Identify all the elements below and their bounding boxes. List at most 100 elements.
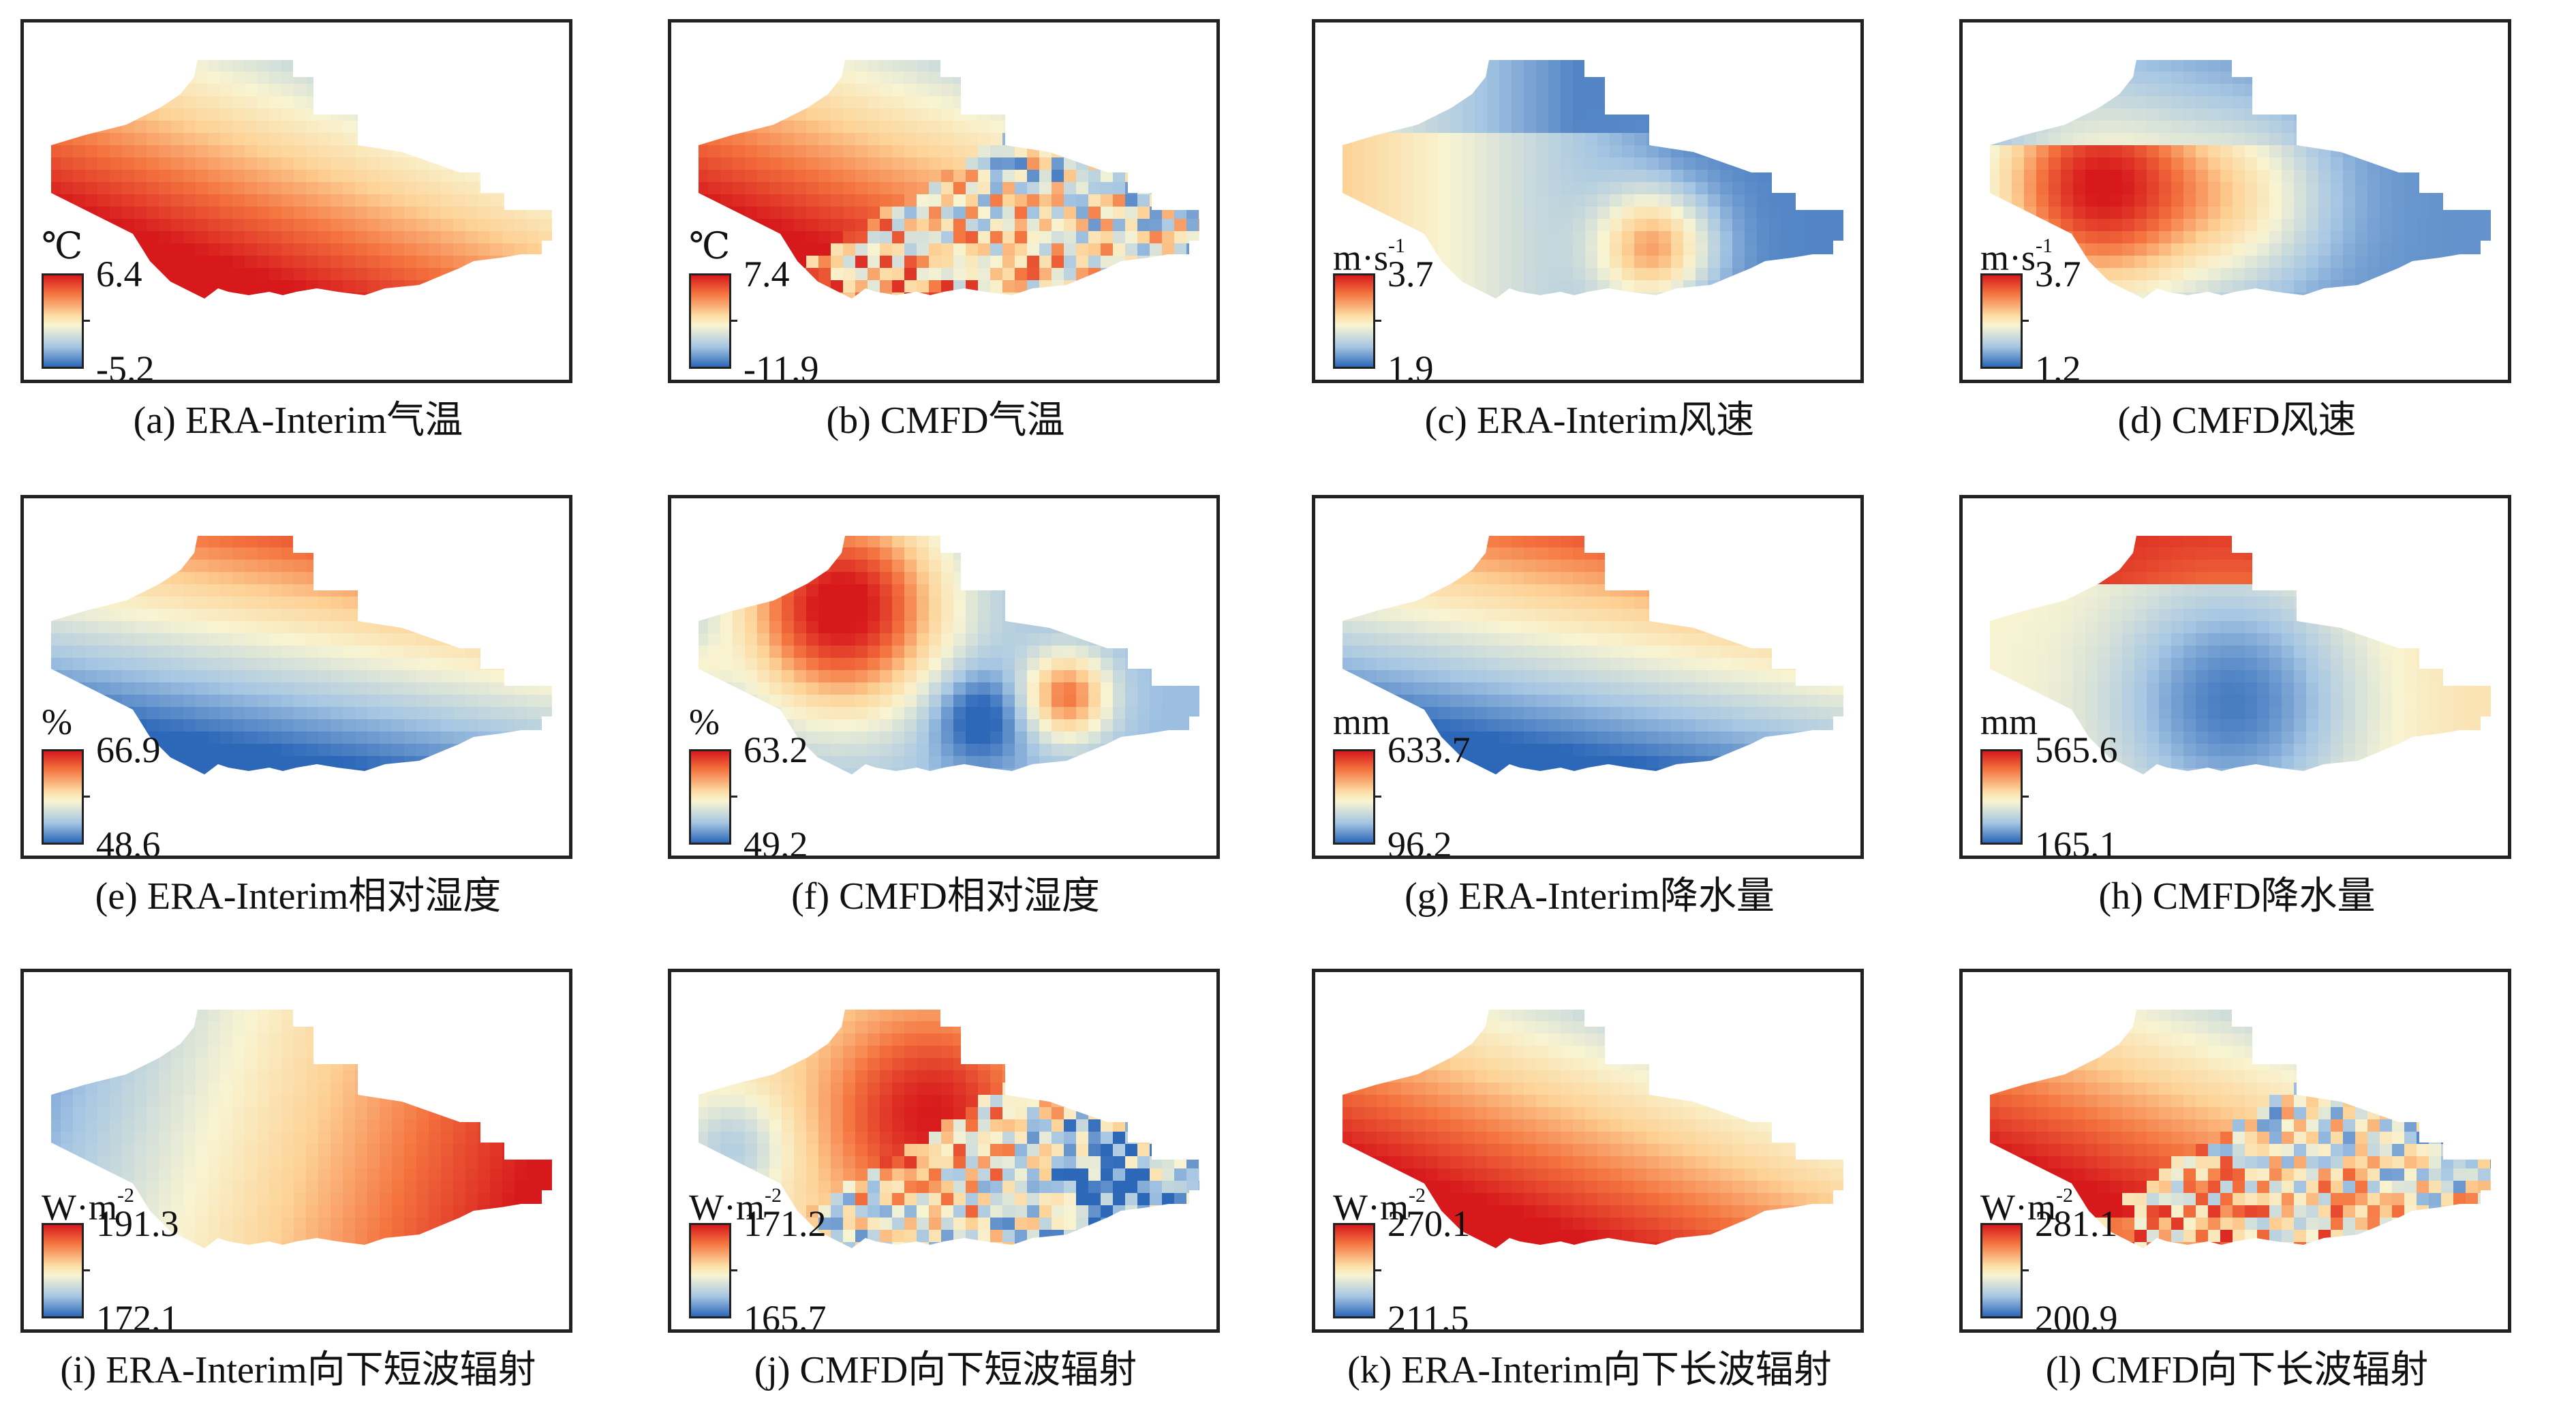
- panel-caption: (j) CMFD向下短波辐射: [754, 1349, 1137, 1391]
- legend-unit-text: m·s: [1980, 237, 2036, 278]
- legend-unit-text: mm: [1980, 701, 2038, 742]
- legend-unit-exponent: -2: [764, 1184, 782, 1207]
- legend-min-value: 48.6: [96, 824, 161, 859]
- legend-unit-text: m·s: [1333, 237, 1388, 278]
- legend-unit-exponent: -1: [1388, 235, 1405, 257]
- legend-max-value: 3.7: [1387, 254, 1434, 294]
- legend-unit: ℃: [689, 226, 730, 267]
- legend-max-value: 171.2: [743, 1203, 827, 1244]
- legend-min-value: 172.1: [96, 1298, 179, 1333]
- map-panel-d: m·s-1 3.7 1.2 (d) CMFD风速: [1939, 0, 2535, 464]
- legend-mid-tick: [2021, 320, 2029, 322]
- legend-max-value: 565.6: [2035, 729, 2118, 770]
- legend-colorbar: [1333, 273, 1375, 369]
- legend-mid-tick: [1373, 320, 1381, 322]
- color-legend: % 63.2 49.2: [689, 701, 893, 856]
- legend-unit-exponent: -1: [2036, 235, 2053, 257]
- panel-caption: (c) ERA-Interim风速: [1424, 399, 1755, 442]
- color-legend: W·m-2 191.3 172.1: [42, 1175, 246, 1333]
- color-legend: ℃ 6.4 -5.2: [42, 226, 246, 383]
- legend-unit-text: %: [42, 701, 72, 742]
- legend-unit: mm: [1333, 701, 1390, 742]
- panel-caption: (d) CMFD风速: [2117, 399, 2357, 442]
- map-panel-f: % 63.2 49.2 (f) CMFD相对湿度: [647, 476, 1244, 939]
- map-panel-h: mm 565.6 165.1 (h) CMFD降水量: [1939, 476, 2535, 939]
- color-legend: m·s-1 3.7 1.2: [1980, 226, 2185, 383]
- map-raster: [51, 1010, 552, 1248]
- legend-unit-text: %: [689, 701, 720, 742]
- map-raster: [699, 536, 1199, 774]
- map-frame: W·m-2 270.1 211.5: [1312, 969, 1864, 1333]
- legend-unit: W·m-2: [689, 1175, 782, 1228]
- legend-min-value: -5.2: [96, 348, 155, 383]
- legend-min-value: 165.7: [743, 1298, 827, 1333]
- map-raster: [699, 60, 1199, 299]
- map-frame: ℃ 6.4 -5.2: [20, 19, 572, 383]
- panel-caption: (g) ERA-Interim降水量: [1405, 875, 1775, 918]
- map-raster: [699, 1010, 1199, 1248]
- legend-unit: %: [42, 701, 72, 742]
- color-legend: W·m-2 281.1 200.9: [1980, 1175, 2185, 1333]
- legend-colorbar: [1980, 273, 2023, 369]
- legend-max-value: 3.7: [2035, 254, 2081, 294]
- panel-caption: (h) CMFD降水量: [2098, 875, 2376, 918]
- panel-caption: (e) ERA-Interim相对湿度: [95, 875, 502, 918]
- map-raster: [1990, 536, 2491, 774]
- legend-min-value: 200.9: [2035, 1298, 2118, 1333]
- legend-unit: m·s-1: [1980, 226, 2053, 278]
- map-panel-g: mm 633.7 96.2 (g) ERA-Interim降水量: [1291, 476, 1888, 939]
- legend-mid-tick: [1373, 796, 1381, 798]
- legend-mid-tick: [2021, 796, 2029, 798]
- map-panel-l: W·m-2 281.1 200.9 (l) CMFD向下长波辐射: [1939, 950, 2535, 1413]
- legend-unit-text: W·m: [689, 1187, 765, 1228]
- legend-unit-text: W·m: [1333, 1187, 1409, 1228]
- panel-caption: (f) CMFD相对湿度: [791, 875, 1100, 918]
- map-panel-k: W·m-2 270.1 211.5 (k) ERA-Interim向下长波辐射: [1291, 950, 1888, 1413]
- legend-min-value: 1.2: [2035, 348, 2081, 383]
- legend-mid-tick: [2021, 1269, 2029, 1271]
- legend-min-value: 211.5: [1387, 1298, 1469, 1333]
- color-legend: % 66.9 48.6: [42, 701, 246, 859]
- map-panel-i: W·m-2 191.3 172.1 (i) ERA-Interim向下短波辐射: [0, 950, 596, 1413]
- legend-unit-text: ℃: [689, 226, 731, 267]
- legend-max-value: 7.4: [743, 254, 790, 294]
- legend-unit: mm: [1980, 701, 2038, 742]
- legend-colorbar: [1980, 1223, 2023, 1318]
- map-frame: % 66.9 48.6: [20, 495, 572, 859]
- legend-max-value: 281.1: [2035, 1203, 2118, 1244]
- legend-unit: %: [689, 701, 720, 742]
- legend-max-value: 270.1: [1387, 1203, 1471, 1244]
- legend-unit: ℃: [42, 226, 82, 267]
- legend-mid-tick: [82, 1269, 90, 1271]
- legend-min-value: 96.2: [1387, 824, 1452, 859]
- map-raster: [51, 536, 552, 774]
- legend-colorbar: [42, 1223, 84, 1318]
- legend-mid-tick: [729, 796, 737, 798]
- map-frame: W·m-2 191.3 172.1: [20, 969, 572, 1333]
- legend-colorbar: [1333, 749, 1375, 845]
- map-raster: [1990, 1010, 2491, 1248]
- color-legend: mm 633.7 96.2: [1333, 701, 1537, 859]
- map-raster: [1990, 60, 2491, 299]
- map-frame: m·s-1 3.7 1.9: [1312, 19, 1864, 383]
- legend-mid-tick: [82, 320, 90, 322]
- map-raster: [1343, 60, 1843, 299]
- legend-max-value: 63.2: [743, 729, 808, 770]
- legend-max-value: 6.4: [96, 254, 142, 294]
- legend-max-value: 191.3: [96, 1203, 179, 1244]
- legend-colorbar: [1980, 749, 2023, 845]
- map-panel-b: ℃ 7.4 -11.9 (b) CMFD气温: [647, 0, 1244, 464]
- map-frame: W·m-2 171.2 165.7: [668, 969, 1220, 1333]
- legend-unit-exponent: -2: [117, 1184, 134, 1207]
- color-legend: W·m-2 171.2 165.7: [689, 1175, 893, 1333]
- legend-min-value: -11.9: [743, 348, 819, 383]
- legend-colorbar: [42, 273, 84, 369]
- legend-mid-tick: [729, 1269, 737, 1271]
- map-frame: mm 633.7 96.2: [1312, 495, 1864, 859]
- map-frame: ℃ 7.4 -11.9: [668, 19, 1220, 383]
- map-frame: mm 565.6 165.1: [1959, 495, 2511, 859]
- panel-caption: (l) CMFD向下长波辐射: [2045, 1349, 2429, 1391]
- map-panel-c: m·s-1 3.7 1.9 (c) ERA-Interim风速: [1291, 0, 1888, 464]
- legend-mid-tick: [729, 320, 737, 322]
